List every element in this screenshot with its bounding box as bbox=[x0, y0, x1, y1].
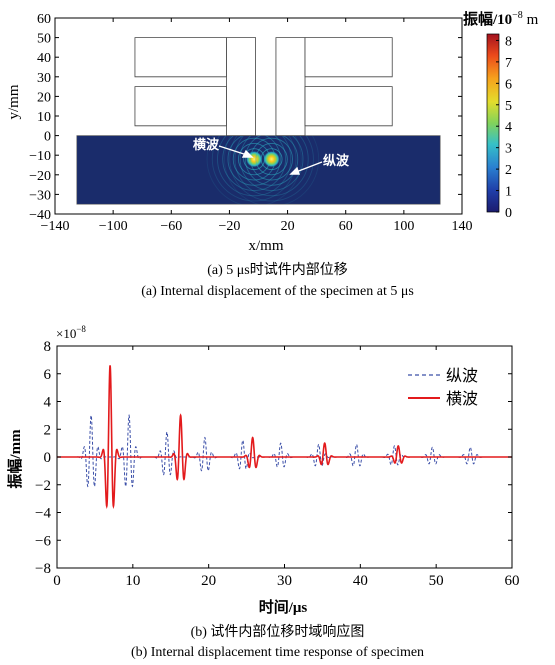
colorbar-tick-label: 7 bbox=[505, 56, 512, 71]
x-tick-label: −60 bbox=[160, 219, 182, 234]
y-tick-label: 6 bbox=[44, 367, 52, 383]
x-tick-label: 0 bbox=[53, 573, 61, 589]
y-tick-label: 2 bbox=[44, 422, 52, 438]
y-tick-label: 8 bbox=[44, 339, 52, 355]
x-tick-label: 60 bbox=[339, 219, 353, 234]
y-tick-label: 50 bbox=[37, 32, 51, 47]
y-tick-label: −2 bbox=[35, 478, 51, 494]
figure-b-ylabel: 振幅/mm bbox=[6, 429, 24, 489]
structure-outline bbox=[134, 86, 227, 127]
legend: 纵波 横波 bbox=[408, 367, 478, 408]
colorbar-tick-label: 5 bbox=[505, 99, 512, 114]
wave-front-ring bbox=[217, 135, 292, 197]
x-tick-label: −100 bbox=[99, 219, 128, 234]
legend-label-longitudinal: 纵波 bbox=[446, 367, 478, 385]
x-tick-label: 140 bbox=[452, 219, 473, 234]
x-tick-label: 60 bbox=[505, 573, 520, 589]
shear-arrowhead bbox=[241, 149, 254, 158]
y-tick-label: −20 bbox=[29, 169, 51, 184]
y-tick-label: −6 bbox=[35, 533, 51, 549]
legend-label-shear: 横波 bbox=[446, 390, 478, 408]
y-tick-label: −10 bbox=[29, 149, 51, 164]
colorbar-tick-label: 3 bbox=[505, 142, 512, 157]
figure-b-caption-en: (b) Internal displacement time response … bbox=[130, 645, 425, 660]
structure-outline bbox=[304, 37, 393, 78]
x-tick-label: 20 bbox=[281, 219, 295, 234]
x-tick-label: −20 bbox=[218, 219, 240, 234]
x-tick-label: 30 bbox=[277, 573, 292, 589]
y-tick-label: −30 bbox=[29, 188, 51, 203]
shear-wave-annotation: 横波 bbox=[193, 137, 220, 152]
time-response-chart: 0 10 20 30 40 50 60 −8 −6 −4 −2 0 2 4 6 8 ×10−8 时间/μs 振… bbox=[6, 324, 520, 616]
wave-front-ring bbox=[206, 135, 302, 205]
wave-front-ring bbox=[250, 137, 293, 181]
wave-front-ring bbox=[211, 135, 297, 202]
figure-b-xlabel: 时间/μs bbox=[259, 598, 308, 616]
y-tick-label: 20 bbox=[37, 90, 51, 105]
specimen-plate bbox=[76, 135, 441, 205]
wave-front-ring bbox=[234, 135, 309, 197]
x-tick-label: 100 bbox=[393, 219, 414, 234]
colorbar-label: 振幅/10−8 m bbox=[463, 10, 539, 28]
colorbar-tick-label: 0 bbox=[505, 206, 512, 221]
figure-b-caption-cn: (b) 试件内部位移时域响应图 bbox=[190, 625, 365, 640]
x-tick-label: 20 bbox=[201, 573, 216, 589]
colorbar-tick-label: 2 bbox=[505, 163, 512, 178]
annotation-arrows bbox=[218, 145, 323, 175]
series-line-longitudinal bbox=[57, 414, 512, 488]
longitudinal-arrow-shaft bbox=[295, 161, 323, 173]
y-tick-label: 40 bbox=[37, 51, 51, 66]
longitudinal-arrowhead bbox=[289, 166, 300, 175]
series-line-shear bbox=[57, 365, 512, 510]
structure-outline bbox=[134, 37, 227, 78]
x-tick-label: 50 bbox=[429, 573, 444, 589]
wave-front-ring bbox=[227, 135, 281, 186]
x-tick-label: −140 bbox=[41, 219, 70, 234]
x-tick-label: 10 bbox=[125, 573, 140, 589]
y-tick-label: −4 bbox=[35, 506, 51, 522]
colorbar-tick-label: 4 bbox=[505, 120, 512, 135]
structure-outline bbox=[275, 37, 306, 137]
figure-a-ylabel: y/mm bbox=[6, 84, 22, 119]
wave-front-ring bbox=[244, 135, 299, 186]
colorbar bbox=[486, 33, 500, 213]
colorbar-tick-label: 1 bbox=[505, 185, 512, 200]
structure-outline bbox=[304, 86, 393, 127]
wave-front-ring bbox=[229, 135, 314, 202]
y-tick-label: 10 bbox=[37, 110, 51, 125]
wave-front-ring bbox=[239, 135, 304, 191]
wave-front-ring bbox=[224, 135, 320, 205]
multiplier-label: ×10−8 bbox=[56, 324, 86, 341]
y-tick-label: 4 bbox=[44, 395, 52, 411]
colorbar-tick-label: 6 bbox=[505, 77, 512, 92]
wave-front-ring bbox=[260, 148, 283, 171]
structure-outline bbox=[226, 37, 256, 137]
wave-front-ring bbox=[255, 142, 288, 176]
figure-a-xlabel: x/mm bbox=[248, 238, 283, 254]
y-tick-label: −40 bbox=[29, 208, 51, 223]
longitudinal-wave-annotation: 纵波 bbox=[323, 153, 350, 168]
y-tick-label: −8 bbox=[35, 561, 51, 577]
wave-source-hotspot bbox=[263, 151, 280, 168]
figure-a-caption-cn: (a) 5 μs时试件内部位移 bbox=[207, 263, 348, 278]
y-tick-label: 30 bbox=[37, 71, 51, 86]
figure-a-caption-en: (a) Internal displacement of the specime… bbox=[141, 284, 414, 299]
y-tick-label: 60 bbox=[37, 12, 51, 27]
colorbar-tick-label: 8 bbox=[505, 34, 512, 49]
y-tick-label: 0 bbox=[44, 130, 51, 145]
displacement-field-chart: −140 −100 −60 −20 20 60 100 140−40−30−20−100102… bbox=[6, 10, 539, 254]
shear-arrow-shaft bbox=[218, 145, 248, 156]
y-tick-label: 0 bbox=[44, 450, 52, 466]
x-tick-label: 40 bbox=[353, 573, 368, 589]
wave-front-ring bbox=[222, 135, 286, 191]
